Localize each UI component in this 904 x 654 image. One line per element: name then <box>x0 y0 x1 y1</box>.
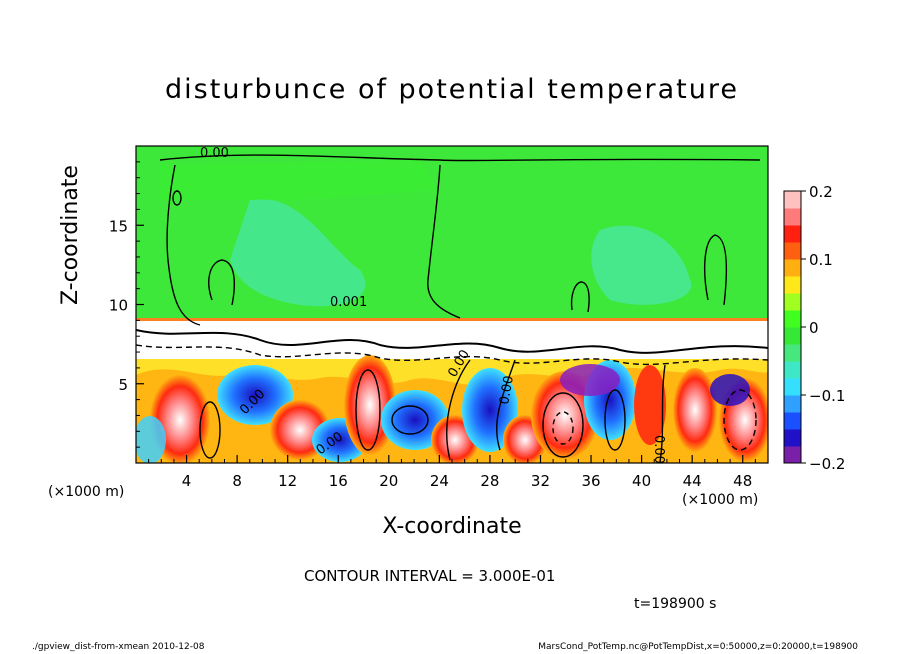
colorbar-swatch <box>784 276 801 294</box>
colorbar-swatch <box>784 259 801 277</box>
y-tick-label: 10 <box>109 297 128 315</box>
x-tick-label: 28 <box>480 472 499 490</box>
y-tick-label: 15 <box>109 217 128 235</box>
x-tick-label: 8 <box>232 472 242 490</box>
x-tick-label: 32 <box>531 472 550 490</box>
colorbar-swatch <box>784 191 801 209</box>
colorbar: 0.2 0.1 0 −0.1 −0.2 <box>783 183 845 473</box>
colorbar-swatch <box>784 378 801 396</box>
colorbar-swatch <box>784 327 801 345</box>
time-label: t=198900 s <box>634 596 717 612</box>
colorbar-tick-label: −0.1 <box>809 387 845 405</box>
x-unit-label-left: (×1000 m) <box>48 484 125 500</box>
contour-lines <box>136 154 768 463</box>
colorbar-tick-label: 0 <box>809 319 819 337</box>
y-axis: 5 10 15 <box>109 145 144 464</box>
colorbar-swatch <box>784 412 801 430</box>
colorbar-swatch <box>784 344 801 362</box>
contour-label: 0.00 <box>651 435 666 464</box>
x-tick-label: 40 <box>632 472 651 490</box>
x-tick-label: 48 <box>733 472 752 490</box>
colorbar-swatch <box>784 429 801 447</box>
x-unit-label-right: (×1000 m) <box>682 492 759 508</box>
contour-label: 0.001 <box>330 295 367 310</box>
x-tick-label: 20 <box>379 472 398 490</box>
colorbar-swatch <box>784 310 801 328</box>
footer-script-info: ./gpview_dist-from-xmean 2010-12-08 <box>32 642 205 652</box>
colorbar-tick-label: 0.1 <box>809 251 833 269</box>
x-tick-label: 44 <box>683 472 702 490</box>
x-tick-label: 24 <box>430 472 449 490</box>
colorbar-tick-label: 0.2 <box>809 183 833 201</box>
x-axis: 4 8 12 16 20 24 28 32 36 40 44 48 <box>135 455 769 490</box>
colorbar-swatch <box>784 225 801 243</box>
colorbar-tick-label: −0.2 <box>809 455 845 473</box>
x-axis-label: X-coordinate <box>382 514 522 539</box>
x-tick-label: 36 <box>581 472 600 490</box>
colorbar-swatch <box>784 242 801 260</box>
colorbar-swatch <box>784 395 801 413</box>
heatmap-field <box>136 146 768 463</box>
y-tick-label: 5 <box>118 376 128 394</box>
footer-data-source: MarsCond_PotTemp.nc@PotTempDist,x=0:5000… <box>538 642 858 652</box>
x-tick-label: 16 <box>329 472 348 490</box>
colorbar-swatch <box>784 361 801 379</box>
chart-title: disturbunce of potential temperature <box>165 74 739 105</box>
x-tick-label: 12 <box>278 472 297 490</box>
contour-label: 0.00 <box>200 146 229 161</box>
colorbar-swatch <box>784 208 801 226</box>
x-tick-label: 4 <box>182 472 192 490</box>
contour-label: 0.00 <box>497 375 517 406</box>
y-axis-label: Z-coordinate <box>58 165 83 305</box>
colorbar-swatch <box>784 293 801 311</box>
colorbar-swatch <box>784 446 801 464</box>
contour-interval: CONTOUR INTERVAL = 3.000E-01 <box>304 567 556 585</box>
